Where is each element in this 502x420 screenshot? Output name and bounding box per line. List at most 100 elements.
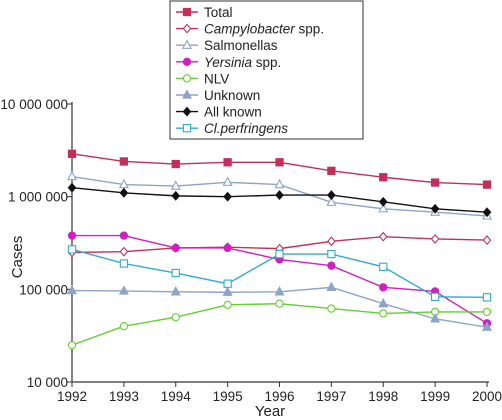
data-point-yersinia	[171, 243, 180, 253]
legend-label-name: All known	[204, 105, 262, 120]
data-point-salmonellas	[170, 180, 181, 190]
data-point-campylobacter	[430, 233, 440, 244]
data-point-nlv	[67, 340, 77, 350]
data-point-nlv	[223, 300, 232, 310]
data-point-unknown	[118, 285, 129, 295]
data-point-campylobacter	[482, 235, 492, 246]
data-point-unknown	[430, 313, 441, 323]
data-point-unknown	[326, 281, 337, 292]
data-point-cl-perfringens	[171, 268, 180, 278]
series-line-nlv	[71, 302, 487, 346]
data-point-salmonellas	[378, 203, 389, 213]
legend-entry-nlv: NLV	[176, 71, 229, 86]
legend-entry-all-known: All known	[176, 105, 262, 120]
data-point-unknown	[274, 286, 285, 296]
data-point-all-known	[430, 203, 440, 214]
data-point-all-known	[275, 190, 284, 201]
series-layer	[66, 149, 493, 350]
series-all-known	[67, 182, 492, 218]
legend-label: Yersinia spp.	[204, 55, 281, 70]
legend-label: Unknown	[204, 88, 260, 103]
data-point-salmonellas	[66, 170, 78, 181]
data-point-unknown	[378, 297, 389, 308]
data-point-unknown	[170, 286, 181, 296]
legend-marker	[181, 39, 193, 49]
legend-label-name: NLV	[204, 71, 229, 86]
axes: 10 000 100 000 1 000 000 10 000 000 1992 1993…	[0, 97, 502, 404]
legend-label-name: Cl.perfringens	[204, 121, 288, 136]
y-tick-label: 100 000	[19, 282, 68, 297]
y-tick-label: 1 000 000	[8, 190, 68, 205]
data-point-total	[482, 180, 492, 189]
legend-label: Salmonellas	[204, 38, 278, 53]
data-point-all-known	[223, 191, 232, 202]
data-point-all-known	[482, 207, 492, 218]
data-point-salmonellas	[274, 178, 285, 189]
legend-label: Campylobacter spp.	[204, 22, 324, 37]
data-point-unknown	[481, 321, 493, 331]
y-tick-label: 10 000	[27, 375, 68, 390]
legend-entry-salmonellas: Salmonellas	[176, 38, 278, 53]
data-point-yersinia	[223, 243, 232, 253]
legend-label-name: Campylobacter	[204, 22, 295, 37]
data-point-cl-perfringens	[223, 279, 232, 288]
legend-label-name: Unknown	[204, 88, 260, 103]
legend-marker	[182, 74, 192, 83]
data-point-all-known	[67, 182, 77, 193]
legend-label-name: Total	[204, 5, 233, 20]
series-cl-perfringens	[67, 245, 492, 302]
data-point-all-known	[378, 196, 388, 207]
x-tick-label: 1996	[264, 389, 294, 404]
data-point-cl-perfringens	[482, 293, 492, 302]
data-point-cl-perfringens	[67, 245, 77, 254]
series-nlv	[67, 299, 492, 350]
x-tick-label: 1994	[161, 389, 192, 404]
legend-label-name: Salmonellas	[204, 38, 278, 53]
legend-label: Cl.perfringens	[204, 121, 288, 136]
data-point-yersinia	[119, 231, 129, 240]
data-point-yersinia	[67, 231, 77, 240]
legend-label: Total	[204, 5, 233, 20]
legend-entry-yersinia: Yersinia spp.	[176, 55, 281, 70]
legend-label-suffix: spp.	[295, 22, 324, 37]
series-unknown	[66, 281, 493, 331]
legend-label-name: Yersinia	[204, 55, 253, 70]
data-point-total	[275, 158, 284, 167]
data-point-nlv	[327, 304, 336, 313]
legend-entry-unknown: Unknown	[176, 88, 260, 103]
legend-label: All known	[204, 105, 262, 120]
data-point-campylobacter	[327, 236, 336, 247]
x-axis-label: Year	[255, 403, 285, 420]
x-tick-label: 1998	[368, 389, 398, 404]
data-point-total	[171, 159, 180, 169]
data-point-cl-perfringens	[379, 262, 388, 271]
data-point-campylobacter	[119, 246, 129, 257]
data-point-cl-perfringens	[119, 259, 129, 268]
x-tick-label: 1992	[57, 389, 87, 404]
data-point-nlv	[379, 309, 388, 318]
data-point-all-known	[171, 190, 181, 201]
data-point-total	[223, 158, 232, 167]
legend-marker	[182, 23, 192, 34]
legend-label-suffix: spp.	[252, 55, 281, 70]
data-point-salmonellas	[326, 196, 337, 206]
data-point-total	[67, 149, 77, 158]
data-point-nlv	[275, 299, 284, 308]
data-point-total	[119, 157, 129, 166]
legend-label: NLV	[204, 71, 229, 86]
x-tick-label: 1995	[213, 389, 243, 404]
data-point-all-known	[327, 190, 336, 201]
y-tick-label: 10 000 000	[0, 97, 68, 112]
data-point-total	[430, 178, 440, 187]
legend-marker	[182, 124, 192, 133]
data-point-cl-perfringens	[430, 292, 440, 301]
x-tick-label: 2000	[472, 389, 502, 404]
data-point-unknown	[66, 284, 78, 295]
legend-marker	[182, 7, 192, 17]
data-point-salmonellas	[222, 176, 233, 186]
y-axis-label: Cases	[9, 236, 26, 279]
data-point-nlv	[171, 313, 180, 322]
legend-entry-campylobacter: Campylobacter spp.	[176, 22, 324, 37]
